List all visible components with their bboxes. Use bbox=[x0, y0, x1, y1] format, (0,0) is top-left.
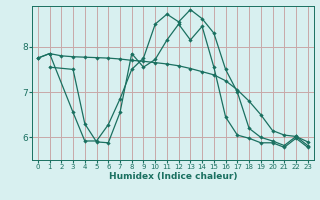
X-axis label: Humidex (Indice chaleur): Humidex (Indice chaleur) bbox=[108, 172, 237, 181]
